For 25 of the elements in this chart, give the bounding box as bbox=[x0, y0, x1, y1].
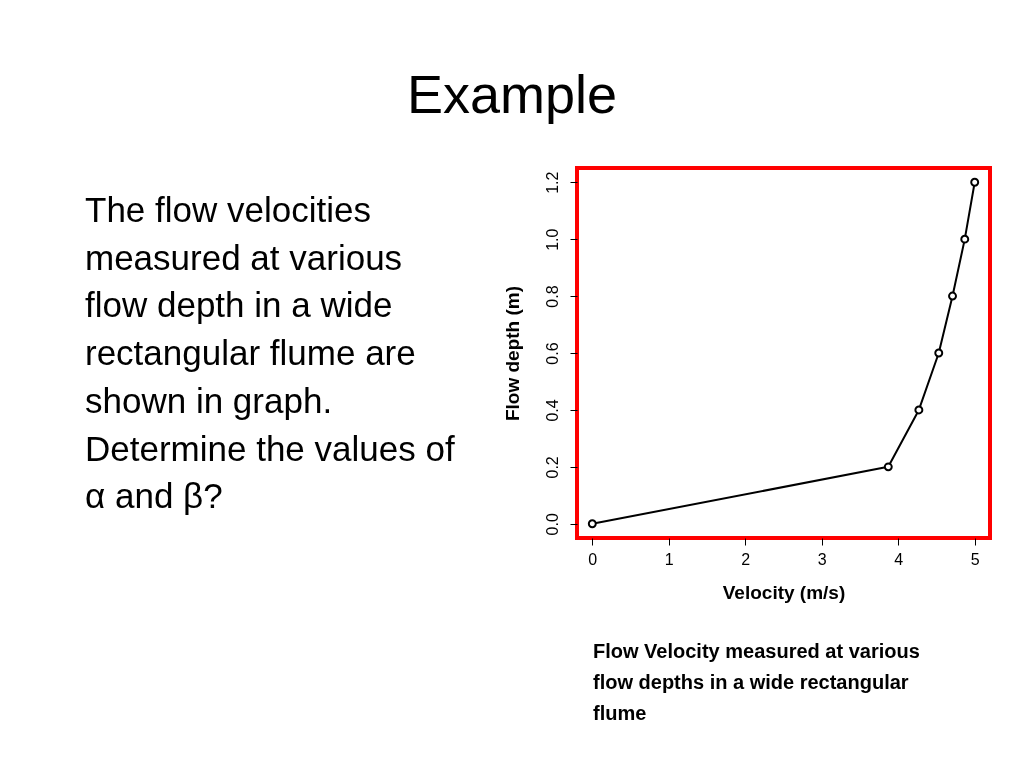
point bbox=[970, 177, 980, 187]
y-tick-label: 1.0 bbox=[543, 228, 561, 251]
y-tick-label: 0.0 bbox=[543, 513, 561, 536]
x-tick-label: 5 bbox=[970, 550, 980, 568]
y-tick-label: 0.4 bbox=[543, 399, 561, 422]
x-tick-label: 0 bbox=[588, 550, 598, 568]
point bbox=[883, 462, 893, 472]
text: Flow Velocity measured at various flow depths in a wide rectangular flume bbox=[593, 640, 920, 724]
x-axis-title: Velocity (m/s) bbox=[722, 581, 846, 603]
x-tick-label: 3 bbox=[817, 550, 827, 568]
chart-title: Example bbox=[406, 64, 618, 124]
point bbox=[587, 519, 597, 529]
y-tick-label: 0.2 bbox=[543, 456, 561, 479]
point bbox=[934, 348, 944, 358]
x-tick-label: 1 bbox=[664, 550, 674, 568]
text: The flow velocities measured at various flow depth in a wide rectangular flume are shown in graph. Determine the values of α and β? bbox=[85, 190, 455, 516]
x-tick-label: 4 bbox=[894, 550, 904, 568]
y-tick-label: 0.6 bbox=[543, 342, 561, 365]
y-tick-label: 0.8 bbox=[543, 285, 561, 308]
x-tick-label: 2 bbox=[741, 550, 751, 568]
point bbox=[914, 405, 924, 415]
point bbox=[960, 234, 970, 244]
point bbox=[948, 291, 957, 301]
y-tick-label: 1.2 bbox=[543, 171, 561, 194]
y-axis-title: Flow depth (m) bbox=[501, 285, 523, 422]
